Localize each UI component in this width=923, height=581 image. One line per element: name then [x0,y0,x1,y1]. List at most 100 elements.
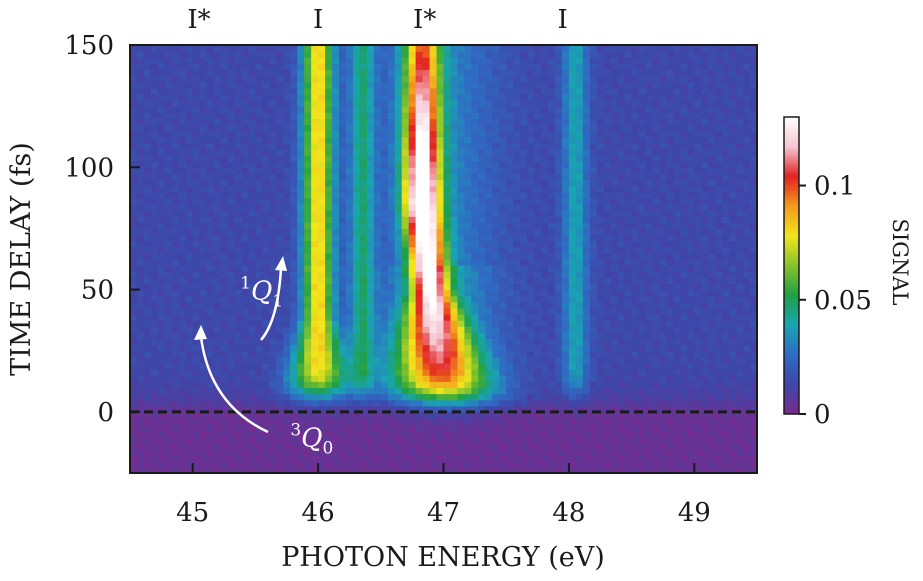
heatmap-cell [589,259,598,266]
heatmap-cell [171,240,180,248]
heatmap-cell [387,234,396,242]
heatmap-cell [443,393,452,401]
heatmap-cell [534,228,542,236]
heatmap-cell [582,387,591,395]
heatmap-cell [394,216,403,223]
heatmap-cell [227,240,236,248]
heatmap-cell [380,442,389,450]
heatmap-cell [136,252,145,260]
heatmap-cell [311,295,319,303]
heatmap-cell [234,259,243,266]
heatmap-cell [262,307,270,315]
heatmap-cell [687,161,695,168]
heatmap-cell [234,173,243,181]
heatmap-cell [561,411,570,419]
heatmap-cell [206,259,215,266]
heatmap-cell [506,252,514,260]
heatmap-cell [492,314,500,321]
heatmap-cell [164,228,173,236]
heatmap-cell [638,442,647,450]
heatmap-cell [241,448,250,456]
heatmap-cell [450,265,459,272]
heatmap-cell [185,356,194,364]
heatmap-cell [513,191,521,199]
heatmap-cell [339,424,347,431]
heatmap-cell [506,442,514,450]
heatmap-cell [143,375,152,382]
heatmap-cell [687,332,695,340]
heatmap-cell [234,252,243,260]
heatmap-cell [339,301,347,309]
heatmap-cell [241,436,250,444]
heatmap-cell [436,405,445,413]
heatmap-cell [659,222,668,230]
heatmap-cell [513,442,521,450]
heatmap-cell [130,356,138,364]
heatmap-cell [276,314,284,321]
heatmap-cell [290,332,298,340]
heatmap-cell [164,210,173,217]
heatmap-cell [401,393,410,401]
heatmap-cell [513,210,521,217]
heatmap-cell [652,356,661,364]
heatmap-cell [722,283,730,291]
heatmap-cell [659,185,668,193]
heatmap-cell [422,332,431,340]
heatmap-cell [276,430,284,437]
heatmap-cell [290,454,298,462]
heatmap-cell [617,240,626,248]
heatmap-cell [652,362,661,370]
heatmap-cell [478,197,486,205]
heatmap-cell [680,271,688,278]
heatmap-cell [415,356,424,364]
heatmap-cell [401,338,410,346]
heatmap-cell [234,167,243,174]
heatmap-cell [192,142,201,150]
heatmap-cell [666,210,674,217]
heatmap-cell [255,307,263,315]
heatmap-cell [136,228,145,236]
heatmap-cell [234,210,243,217]
heatmap-cell [596,448,605,456]
heatmap-cell [603,148,612,156]
heatmap-cell [394,344,403,352]
heatmap-cell [248,265,256,272]
heatmap-cell [297,344,305,352]
heatmap-cell [743,411,751,419]
heatmap-cell [666,375,674,382]
heatmap-cell [359,289,368,297]
heatmap-cell [318,344,326,352]
heatmap-cell [185,362,194,370]
heatmap-cell [311,301,319,309]
heatmap-cell [499,344,507,352]
heatmap-cell [624,173,633,181]
heatmap-cell [492,442,500,450]
heatmap-cell [401,350,410,358]
heatmap-cell [136,197,145,205]
heatmap-cell [276,344,284,352]
heatmap-cell [422,350,431,358]
heatmap-cell [297,289,305,297]
heatmap-cell [485,161,493,168]
heatmap-cell [694,142,702,150]
heatmap-cell [213,387,222,395]
heatmap-cell [603,356,612,364]
heatmap-cell [408,185,417,193]
heatmap-cell [255,161,263,168]
heatmap-cell [408,197,417,205]
heatmap-cell [715,448,723,456]
heatmap-cell [213,295,222,303]
heatmap-cell [520,411,528,419]
heatmap-cell [359,430,368,437]
heatmap-cell [645,222,654,230]
heatmap-cell [722,460,730,468]
heatmap-cell [178,259,187,266]
heatmap-cell [199,314,208,321]
heatmap-cell [199,271,208,278]
heatmap-cell [269,448,277,456]
heatmap-cell [227,369,236,376]
heatmap-cell [150,142,159,150]
heatmap-cell [603,222,612,230]
heatmap-cell [554,191,563,199]
heatmap-cell [401,466,410,473]
